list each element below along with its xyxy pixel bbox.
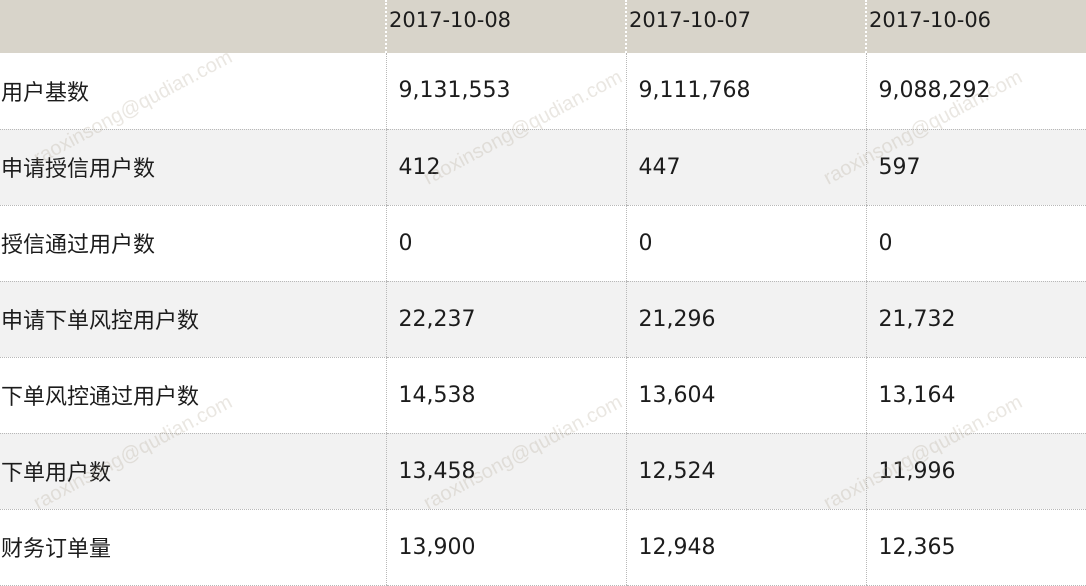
table-cell: 9,111,768 — [625, 53, 866, 130]
table-row: 下单用户数 13,458 12,524 11,996 — [0, 433, 1086, 510]
table-cell: 0 — [625, 205, 866, 282]
header-cell-date[interactable]: 2017-10-08 — [385, 0, 626, 53]
table-cell: 12,524 — [625, 433, 866, 510]
table-cell: 597 — [865, 129, 1086, 206]
row-label: 授信通过用户数 — [0, 205, 386, 282]
table-header-row: 2017-10-08 2017-10-07 2017-10-06 — [0, 0, 1086, 53]
table-cell: 13,458 — [385, 433, 626, 510]
table-cell: 21,296 — [625, 281, 866, 358]
table-cell: 0 — [385, 205, 626, 282]
row-label: 用户基数 — [0, 53, 386, 130]
table-cell: 22,237 — [385, 281, 626, 358]
table-cell: 14,538 — [385, 357, 626, 434]
table-row: 授信通过用户数 0 0 0 — [0, 205, 1086, 282]
table-cell: 12,365 — [865, 509, 1086, 586]
table-row: 用户基数 9,131,553 9,111,768 9,088,292 — [0, 53, 1086, 130]
header-cell-date[interactable]: 2017-10-07 — [625, 0, 866, 53]
table-cell: 9,088,292 — [865, 53, 1086, 130]
table-cell: 0 — [865, 205, 1086, 282]
row-label: 财务订单量 — [0, 509, 386, 586]
table-cell: 447 — [625, 129, 866, 206]
header-cell-label — [0, 0, 386, 53]
row-label: 下单风控通过用户数 — [0, 357, 386, 434]
row-label: 申请授信用户数 — [0, 129, 386, 206]
table-row: 下单风控通过用户数 14,538 13,604 13,164 — [0, 357, 1086, 434]
table-cell: 13,164 — [865, 357, 1086, 434]
table-cell: 12,948 — [625, 509, 866, 586]
table-cell: 13,900 — [385, 509, 626, 586]
table-row: 申请下单风控用户数 22,237 21,296 21,732 — [0, 281, 1086, 358]
table-cell: 11,996 — [865, 433, 1086, 510]
table-cell: 21,732 — [865, 281, 1086, 358]
row-label: 申请下单风控用户数 — [0, 281, 386, 358]
table-row: 财务订单量 13,900 12,948 12,365 — [0, 509, 1086, 586]
row-label: 下单用户数 — [0, 433, 386, 510]
table-cell: 9,131,553 — [385, 53, 626, 130]
table-cell: 13,604 — [625, 357, 866, 434]
header-cell-date[interactable]: 2017-10-06 — [865, 0, 1086, 53]
table-row: 申请授信用户数 412 447 597 — [0, 129, 1086, 206]
table-cell: 412 — [385, 129, 626, 206]
